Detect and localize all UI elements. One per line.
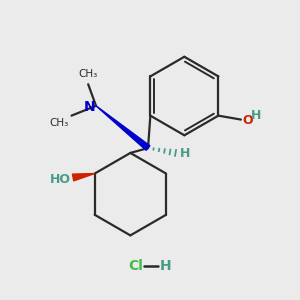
Text: N: N <box>83 100 95 114</box>
Text: H: H <box>251 109 261 122</box>
Text: CH₃: CH₃ <box>79 69 98 79</box>
Text: O: O <box>242 114 253 127</box>
Text: H: H <box>160 259 171 273</box>
Text: HO: HO <box>50 173 71 186</box>
Text: Cl: Cl <box>128 259 143 273</box>
Polygon shape <box>96 106 150 150</box>
Polygon shape <box>73 174 95 181</box>
Text: H: H <box>179 147 190 161</box>
Text: CH₃: CH₃ <box>49 118 68 128</box>
